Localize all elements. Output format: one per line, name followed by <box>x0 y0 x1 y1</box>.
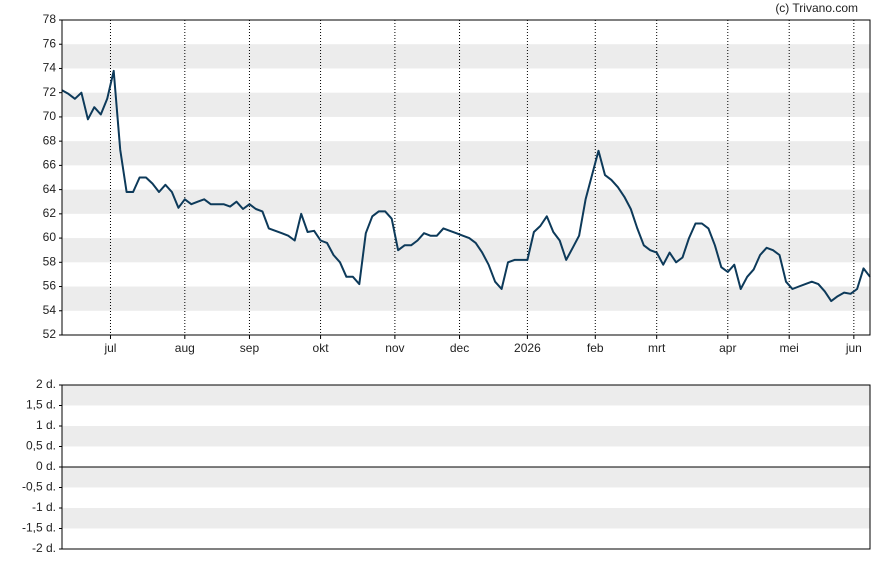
y-tick-label: 78 <box>43 12 57 26</box>
y-tick-label: 60 <box>43 230 57 244</box>
y-tick-label: 58 <box>43 254 57 268</box>
y-tick-label: -1,5 d. <box>22 521 56 535</box>
stripe <box>62 92 870 117</box>
stripe <box>62 238 870 263</box>
x-tick-label: 2026 <box>514 341 541 355</box>
x-tick-label: nov <box>385 341 404 355</box>
x-tick-label: jun <box>845 341 862 355</box>
stripe <box>62 508 870 529</box>
plot-frame <box>61 384 871 550</box>
stripe <box>62 286 870 311</box>
credit: (c) Trivano.com <box>775 1 858 15</box>
stripe <box>62 141 870 166</box>
x-tick-label: okt <box>313 341 330 355</box>
x-tick-label: aug <box>175 341 195 355</box>
stripe <box>62 467 870 488</box>
y-tick-label: 0 d. <box>36 459 56 473</box>
y-tick-label: -1 d. <box>32 500 56 514</box>
stripe <box>62 44 870 69</box>
x-tick-label: sep <box>240 341 260 355</box>
x-tick-label: feb <box>587 341 604 355</box>
x-tick-label: jul <box>103 341 116 355</box>
y-tick-label: 62 <box>43 206 57 220</box>
y-tick-label: 72 <box>43 85 57 99</box>
y-tick-label: 0,5 d. <box>26 439 56 453</box>
x-tick-label: mrt <box>648 341 666 355</box>
y-tick-label: 64 <box>43 182 57 196</box>
stripe <box>62 385 870 406</box>
x-tick-label: dec <box>450 341 469 355</box>
y-tick-label: 56 <box>43 279 57 293</box>
y-tick-label: 76 <box>43 36 57 50</box>
y-tick-label: 1,5 d. <box>26 398 56 412</box>
y-tick-label: 2 d. <box>36 377 56 391</box>
y-tick-label: 1 d. <box>36 418 56 432</box>
y-tick-label: -0,5 d. <box>22 480 56 494</box>
price-line <box>61 69 871 303</box>
x-tick-label: apr <box>719 341 736 355</box>
y-tick-label: 52 <box>43 327 57 341</box>
y-tick-label: 66 <box>43 158 57 172</box>
y-tick-label: -2 d. <box>32 541 56 555</box>
y-tick-label: 74 <box>43 61 57 75</box>
plot-frame <box>61 19 871 336</box>
y-tick-label: 68 <box>43 133 57 147</box>
y-tick-label: 54 <box>43 303 57 317</box>
y-tick-label: 70 <box>43 109 57 123</box>
stripe <box>62 426 870 447</box>
x-tick-label: mei <box>780 341 799 355</box>
